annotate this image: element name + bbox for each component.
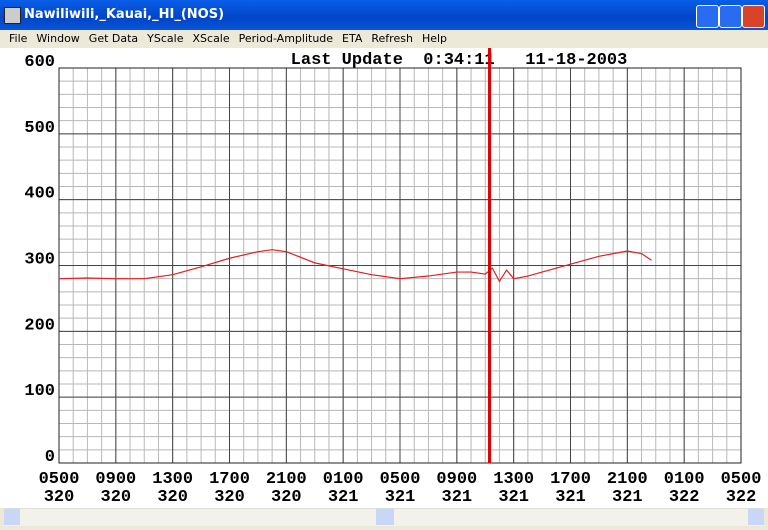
menu-item[interactable]: File xyxy=(9,32,28,45)
plot-frame xyxy=(58,67,742,464)
x-tick-day: 321 xyxy=(612,488,643,507)
x-tick-label: 2100 xyxy=(607,470,648,489)
y-tick-label: 0 xyxy=(45,448,55,467)
x-tick-label: 0100 xyxy=(664,470,705,489)
chart-background xyxy=(0,48,768,508)
x-tick-label: 0900 xyxy=(436,470,477,489)
y-tick-label: 400 xyxy=(24,185,55,204)
x-tick-label: 1700 xyxy=(550,470,591,489)
menu-item[interactable]: Refresh xyxy=(371,32,413,45)
scroll-right[interactable] xyxy=(748,509,764,525)
x-tick-day: 321 xyxy=(498,488,529,507)
menu-item[interactable]: Help xyxy=(421,32,448,45)
menu-item[interactable]: Period-Amplitude xyxy=(238,32,334,45)
menu-item[interactable]: XScale xyxy=(192,32,230,45)
x-tick-day: 322 xyxy=(669,488,700,507)
x-tick-label: 1300 xyxy=(152,470,193,489)
x-tick-day: 321 xyxy=(328,488,359,507)
app-icon xyxy=(4,7,21,24)
menu-item[interactable]: Window xyxy=(36,32,80,45)
x-tick-day: 322 xyxy=(726,488,757,507)
x-tick-day: 321 xyxy=(442,488,473,507)
x-tick-day: 320 xyxy=(101,488,132,507)
close-button[interactable] xyxy=(742,5,765,28)
y-tick-label: 600 xyxy=(24,53,55,72)
y-tick-label: 300 xyxy=(24,251,55,270)
x-tick-label: 2100 xyxy=(266,470,307,489)
y-tick-label: 100 xyxy=(24,382,55,401)
chart: 0100200300400500600050032009003201300320… xyxy=(0,48,768,508)
window-title: Nawiliwili,_Kauai,_HI_(NOS) xyxy=(24,7,225,22)
data-line xyxy=(58,249,652,283)
menu-item[interactable]: ETA xyxy=(342,32,363,45)
title-bar: Nawiliwili,_Kauai,_HI_(NOS) xyxy=(0,0,768,30)
x-tick-day: 321 xyxy=(385,488,416,507)
chart-title: Last Update 0:34:11 11-18-2003 xyxy=(291,51,628,70)
menu-item[interactable]: YScale xyxy=(147,32,184,45)
x-tick-label: 0500 xyxy=(39,470,80,489)
x-tick-label: 1300 xyxy=(493,470,534,489)
x-tick-day: 320 xyxy=(157,488,188,507)
x-tick-label: 0500 xyxy=(721,470,762,489)
maximize-button[interactable] xyxy=(719,5,742,28)
horizontal-scrollbar[interactable] xyxy=(4,508,764,526)
y-tick-label: 200 xyxy=(24,316,55,335)
x-tick-day: 320 xyxy=(271,488,302,507)
x-tick-label: 0100 xyxy=(323,470,364,489)
x-tick-label: 0900 xyxy=(95,470,136,489)
menu-bar: File Window Get Data YScale XScale Period-Amp… xyxy=(0,30,768,48)
scroll-left[interactable] xyxy=(4,509,20,525)
x-tick-day: 320 xyxy=(214,488,245,507)
x-tick-day: 320 xyxy=(44,488,75,507)
scroll-thumb[interactable] xyxy=(376,509,394,525)
x-tick-day: 321 xyxy=(555,488,586,507)
menu-item[interactable]: Get Data xyxy=(88,32,139,45)
x-tick-label: 1700 xyxy=(209,470,250,489)
minimize-button[interactable] xyxy=(696,5,719,28)
x-tick-label: 0500 xyxy=(380,470,421,489)
y-tick-label: 500 xyxy=(24,119,55,138)
